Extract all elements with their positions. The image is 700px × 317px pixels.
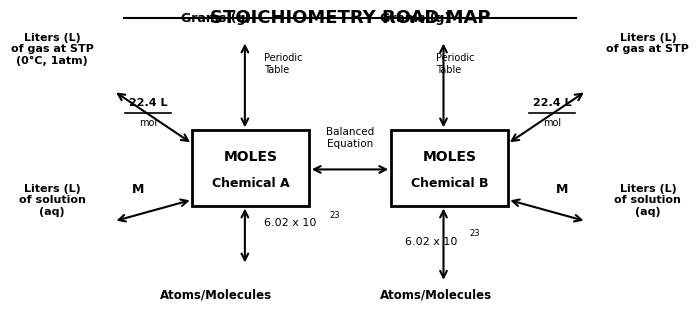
Text: MOLES: MOLES bbox=[422, 150, 476, 164]
Text: STOICHIOMETRY ROAD MAP: STOICHIOMETRY ROAD MAP bbox=[210, 9, 490, 27]
Text: Liters (L)
of gas at STP
(0°C, 1atm): Liters (L) of gas at STP (0°C, 1atm) bbox=[10, 33, 94, 66]
Text: mol: mol bbox=[543, 118, 561, 128]
Text: Grams (g): Grams (g) bbox=[181, 12, 251, 25]
Text: Chemical A: Chemical A bbox=[212, 177, 290, 190]
Text: Liters (L)
of solution
(aq): Liters (L) of solution (aq) bbox=[615, 184, 681, 217]
Text: 6.02 x 10: 6.02 x 10 bbox=[405, 237, 457, 247]
Text: Liters (L)
of gas at STP: Liters (L) of gas at STP bbox=[606, 33, 690, 55]
Text: M: M bbox=[132, 184, 144, 197]
FancyBboxPatch shape bbox=[391, 130, 507, 206]
Text: Liters (L)
of solution
(aq): Liters (L) of solution (aq) bbox=[19, 184, 85, 217]
Text: 23: 23 bbox=[330, 210, 340, 220]
Text: 22.4 L: 22.4 L bbox=[533, 98, 571, 108]
Text: Atoms/Molecules: Atoms/Molecules bbox=[160, 289, 272, 302]
Text: mol: mol bbox=[139, 118, 157, 128]
Text: 23: 23 bbox=[470, 230, 480, 238]
Text: Periodic
Table: Periodic Table bbox=[435, 54, 474, 75]
Text: MOLES: MOLES bbox=[224, 150, 278, 164]
Text: Grams (g): Grams (g) bbox=[380, 12, 450, 25]
Text: Periodic
Table: Periodic Table bbox=[265, 54, 303, 75]
Text: 22.4 L: 22.4 L bbox=[129, 98, 167, 108]
FancyBboxPatch shape bbox=[193, 130, 309, 206]
Text: Balanced
Equation: Balanced Equation bbox=[326, 127, 374, 149]
Text: Atoms/Molecules: Atoms/Molecules bbox=[379, 289, 491, 302]
Text: Chemical B: Chemical B bbox=[411, 177, 488, 190]
Text: 6.02 x 10: 6.02 x 10 bbox=[265, 218, 317, 228]
Text: M: M bbox=[556, 184, 568, 197]
